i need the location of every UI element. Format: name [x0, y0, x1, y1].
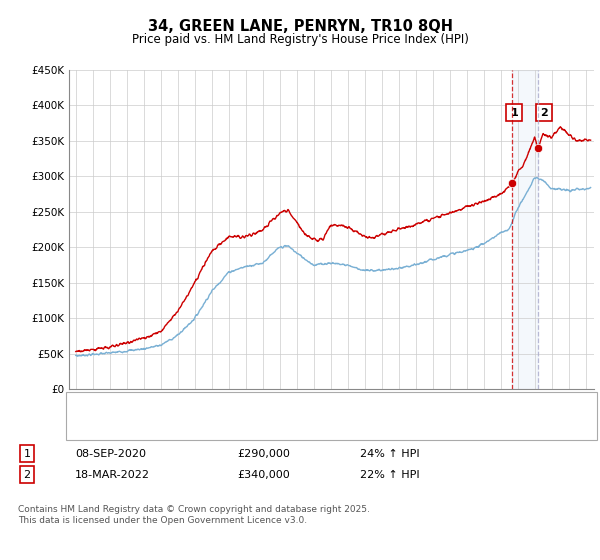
Bar	[512, 70, 538, 389]
Text: 34, GREEN LANE, PENRYN, TR10 8QH (semi-detached house): 34, GREEN LANE, PENRYN, TR10 8QH (semi-d…	[120, 402, 437, 412]
Text: 18-MAR-2022: 18-MAR-2022	[75, 470, 150, 480]
Text: £340,000: £340,000	[237, 470, 290, 480]
Text: 24% ↑ HPI: 24% ↑ HPI	[360, 449, 419, 459]
Text: 1: 1	[23, 449, 31, 459]
Text: ——: ——	[81, 400, 106, 413]
Text: ——: ——	[81, 418, 106, 432]
Text: Price paid vs. HM Land Registry's House Price Index (HPI): Price paid vs. HM Land Registry's House …	[131, 32, 469, 46]
Text: HPI: Average price, semi-detached house, Cornwall: HPI: Average price, semi-detached house,…	[120, 420, 387, 430]
Text: 08-SEP-2020: 08-SEP-2020	[75, 449, 146, 459]
Text: 22% ↑ HPI: 22% ↑ HPI	[360, 470, 419, 480]
Text: 34, GREEN LANE, PENRYN, TR10 8QH: 34, GREEN LANE, PENRYN, TR10 8QH	[148, 20, 452, 34]
Text: 2: 2	[23, 470, 31, 480]
Text: 1: 1	[510, 108, 518, 118]
Text: £290,000: £290,000	[237, 449, 290, 459]
Text: Contains HM Land Registry data © Crown copyright and database right 2025.
This d: Contains HM Land Registry data © Crown c…	[18, 505, 370, 525]
Text: 2: 2	[540, 108, 548, 118]
